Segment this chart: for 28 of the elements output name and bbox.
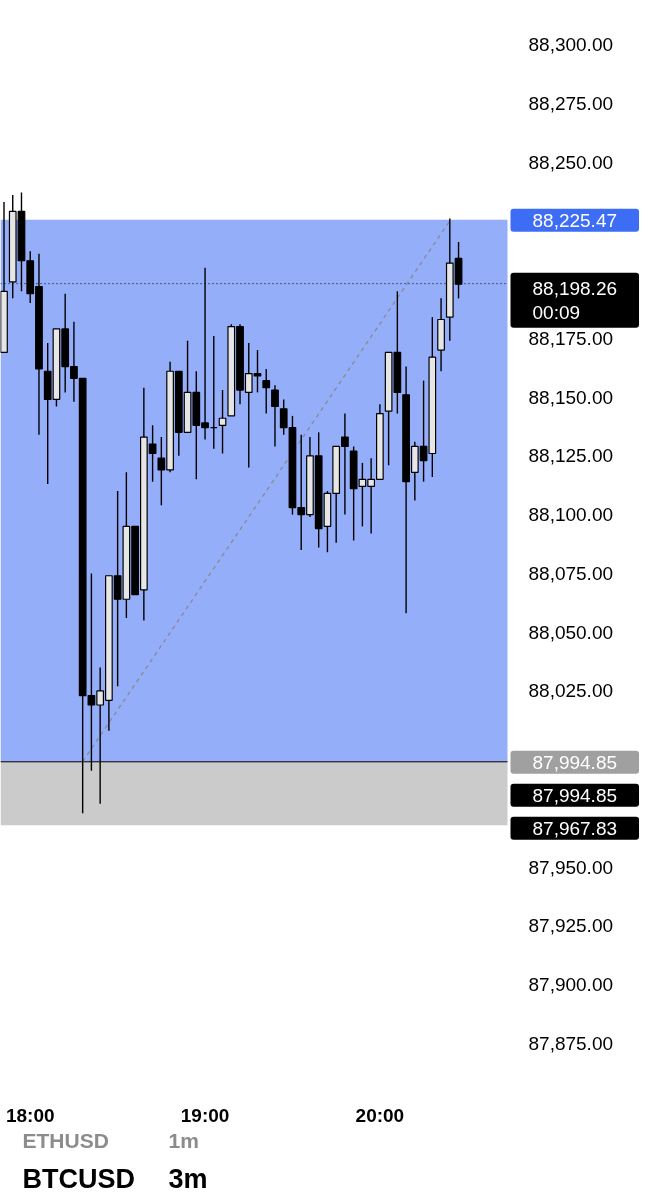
y-tick-label: 88,100.00 — [528, 504, 614, 526]
y-tick-label: 87,925.00 — [528, 915, 614, 937]
text: BTCUSD — [22, 1163, 135, 1194]
ref-line-label: 87,994.85 — [532, 784, 618, 806]
text: 3m — [168, 1163, 208, 1194]
ref-line-label: 88,198.26 00:09 — [532, 277, 618, 323]
y-tick-label: 87,900.00 — [528, 974, 614, 996]
text: ETHUSD — [22, 1129, 109, 1152]
y-tick-label: 88,125.00 — [528, 445, 614, 467]
annotation: 87,967.83 — [532, 817, 618, 839]
y-tick-label: 88,250.00 — [528, 151, 614, 173]
y-tick-label: 88,075.00 — [528, 562, 614, 584]
y-tick-label: 87,950.00 — [528, 856, 614, 878]
x-tick-label: 20:00 — [355, 1104, 405, 1126]
y-tick-label: 88,050.00 — [528, 621, 614, 643]
candlestick — [262, 368, 271, 415]
x-tick-label: 18:00 — [5, 1104, 55, 1126]
candlestick — [271, 384, 279, 448]
x-tick-label: 19:00 — [180, 1104, 230, 1126]
y-tick-label: 88,300.00 — [528, 34, 614, 55]
band-label: 87,994.85 — [532, 751, 618, 773]
y-tick-label: 88,175.00 — [528, 327, 614, 349]
band-label: 88,225.47 — [532, 209, 618, 231]
text: 1m — [168, 1129, 199, 1152]
y-tick-label: 88,025.00 — [528, 680, 614, 702]
y-tick-label: 88,150.00 — [528, 386, 614, 408]
y-tick-label: 88,275.00 — [528, 92, 614, 114]
y-tick-label: 87,875.00 — [528, 1033, 614, 1054]
